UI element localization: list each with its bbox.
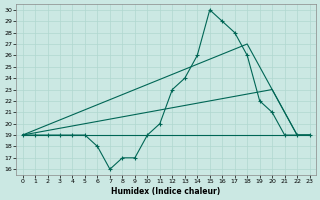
X-axis label: Humidex (Indice chaleur): Humidex (Indice chaleur) [111,187,221,196]
